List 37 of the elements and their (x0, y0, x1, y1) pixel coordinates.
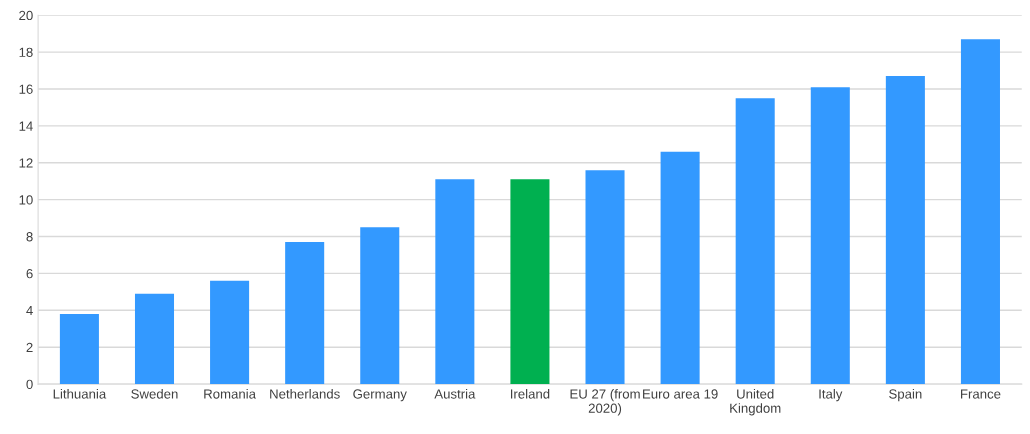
bar (810, 87, 850, 385)
bar (735, 98, 775, 385)
bar (210, 280, 250, 385)
bar (510, 179, 550, 385)
bar (59, 314, 99, 385)
y-tick-label: 16 (19, 84, 33, 94)
x-tick-label: Ireland (510, 388, 550, 399)
y-tick-label: 12 (19, 158, 33, 168)
x-tick-label: Sweden (131, 388, 178, 399)
y-tick-label: 0 (26, 379, 33, 389)
x-tick-label: France (961, 389, 1001, 399)
x-tick-label: Lithuania (53, 388, 107, 399)
y-tick-label: 10 (19, 195, 33, 205)
x-tick-label: Italy (819, 388, 843, 402)
y-tick-label: 6 (26, 268, 33, 279)
bar (585, 170, 625, 385)
bar (960, 39, 1000, 385)
y-tick-label: 18 (19, 47, 33, 57)
bar (660, 151, 700, 385)
y-tick-label: 8 (26, 232, 33, 242)
bar (134, 293, 175, 385)
y-tick-label: 4 (26, 306, 33, 316)
bar (435, 179, 475, 385)
bar (285, 242, 325, 385)
x-tick-label: Netherlands (270, 388, 340, 399)
x-tick-label: Spain (889, 388, 922, 402)
x-tick-label: EU 27 (from 2020) (570, 388, 640, 416)
x-tick-label: Austria (434, 388, 476, 399)
y-tick-label: 14 (19, 121, 33, 131)
x-tick-label: Germany (353, 389, 407, 402)
x-tick-label: United Kingdom (730, 388, 781, 416)
y-tick-label: 20 (19, 10, 33, 21)
bar (885, 76, 925, 385)
bar (360, 227, 400, 385)
y-tick-label: 2 (26, 342, 33, 352)
x-tick-label: Romania (204, 388, 256, 399)
x-tick-label: Euro area 19 (643, 389, 718, 399)
